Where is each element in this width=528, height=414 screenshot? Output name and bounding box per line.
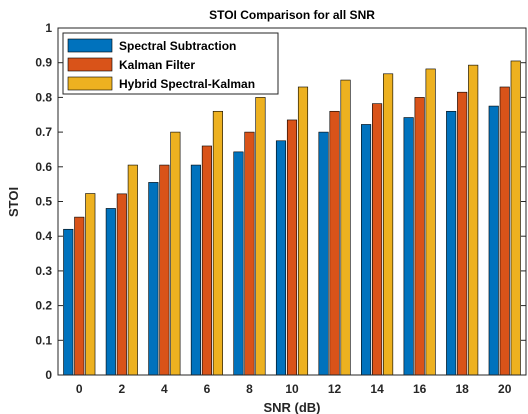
bar [63,228,74,376]
x-tick-label: 8 [246,382,253,396]
y-tick-label: 0.5 [35,195,52,209]
y-tick-label: 1 [45,21,52,35]
x-tick-label: 12 [328,382,342,396]
legend-swatch [67,57,113,72]
x-tick-label: 10 [285,382,299,396]
y-tick-label: 0.9 [35,56,52,70]
bar [329,110,340,376]
bar [275,140,287,376]
y-tick-label: 0.4 [35,229,52,243]
bar [488,105,499,376]
bar [372,103,383,376]
y-tick-label: 0.8 [35,90,52,104]
bar [127,164,138,376]
bar [212,110,223,376]
bar [255,97,266,376]
y-tick-label: 0.2 [35,299,52,313]
bar [244,131,255,376]
y-tick-label: 0 [45,368,52,382]
legend-swatch [67,76,113,91]
bar [468,64,479,376]
plot-border [57,27,527,376]
x-tick-label: 16 [413,382,427,396]
bar [383,73,394,376]
bar [85,193,96,376]
bar [510,60,521,376]
x-tick-label: 20 [498,382,512,396]
bar [74,216,85,376]
y-tick-label: 0.3 [35,264,52,278]
y-tick-label: 0.1 [35,333,52,347]
bar [170,131,181,376]
bar [297,86,309,376]
bar [201,145,212,376]
legend: Spectral Subtraction Kalman Filter Hybrid … [62,32,279,95]
bar [159,164,170,376]
legend-label: Kalman Filter [119,58,195,72]
bar [233,151,244,376]
bar [446,110,457,376]
bar [286,119,298,376]
bar [190,164,201,376]
x-tick-label: 6 [204,382,211,396]
x-tick-label: 18 [456,382,470,396]
x-tick-label: 14 [370,382,384,396]
x-tick-label: 4 [161,382,168,396]
y-tick-label: 0.6 [35,160,52,174]
bar [403,117,414,376]
legend-label: Hybrid Spectral-Kalman [119,77,255,91]
bar [457,91,468,376]
bar [414,97,425,376]
bar [425,68,436,376]
bar [499,86,510,376]
bar [340,79,351,376]
x-tick-label: 2 [118,382,125,396]
bar [318,131,329,376]
y-axis-label: STOI [6,187,21,217]
bar [361,124,372,376]
x-axis-label: SNR (dB) [263,400,320,414]
y-tick-label: 0.7 [35,125,52,139]
bar [105,208,116,376]
x-tick-label: 0 [76,382,83,396]
legend-swatch [67,38,113,53]
legend-label: Spectral Subtraction [119,39,236,53]
bar [116,193,127,376]
bar [148,182,159,376]
chart-title: STOI Comparison for all SNR [209,8,375,22]
